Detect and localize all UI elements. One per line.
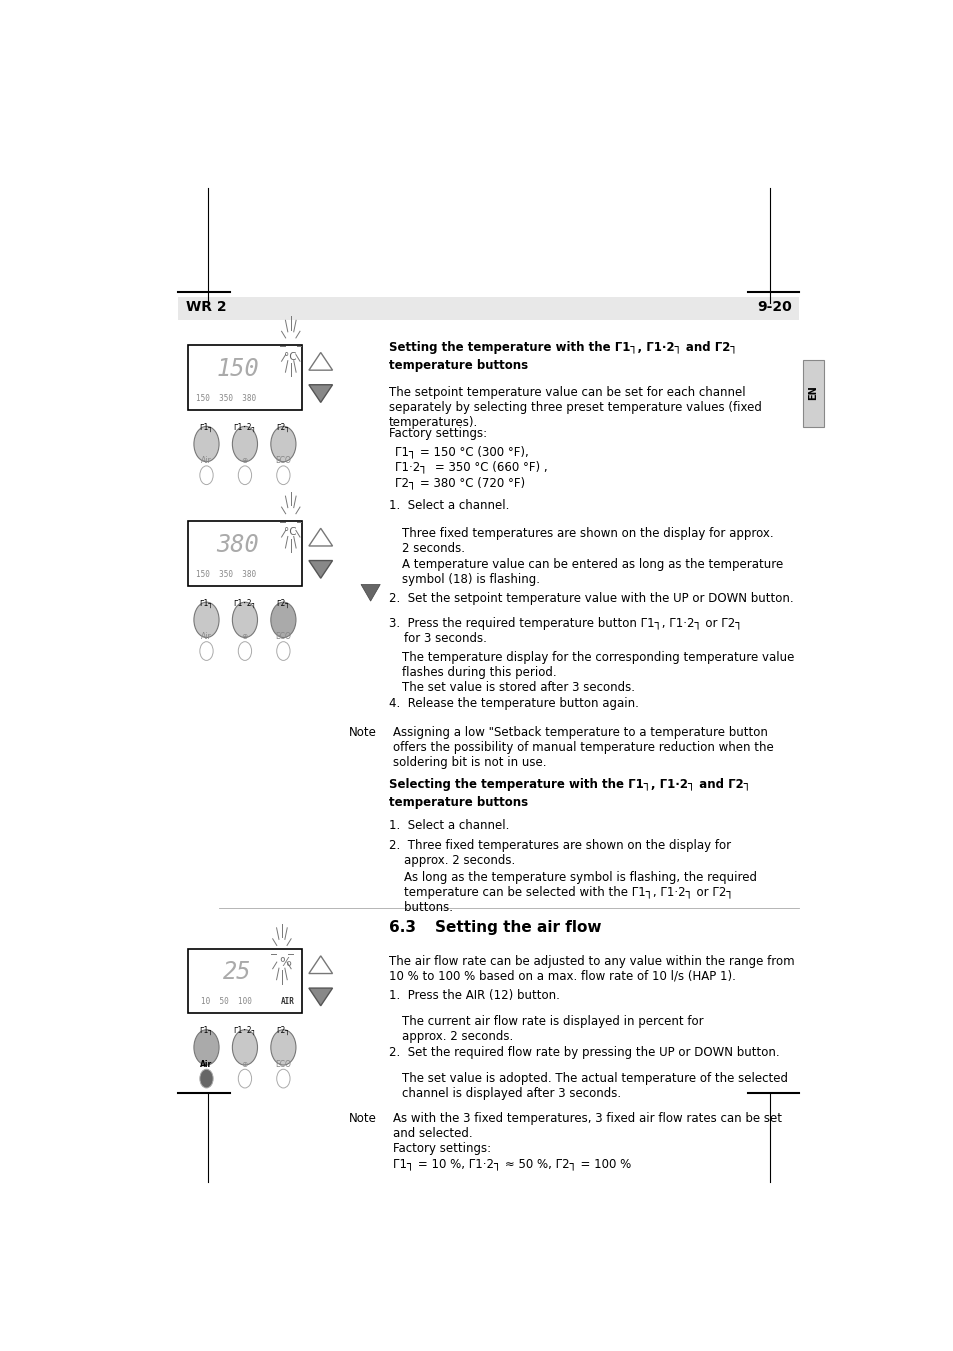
Text: 1.  Select a channel.: 1. Select a channel. — [389, 819, 509, 831]
Polygon shape — [309, 385, 333, 403]
Bar — [188, 521, 302, 585]
Text: Γ1·2┐  = 350 °C (660 °F) ,: Γ1·2┐ = 350 °C (660 °F) , — [395, 461, 547, 474]
Text: 25: 25 — [223, 961, 252, 985]
Text: 150: 150 — [216, 357, 258, 381]
Text: 2.  Three fixed temperatures are shown on the display for
    approx. 2 seconds.: 2. Three fixed temperatures are shown on… — [389, 839, 730, 867]
Text: The temperature display for the corresponding temperature value
flashes during t: The temperature display for the correspo… — [402, 651, 794, 694]
Bar — [188, 948, 302, 1013]
Text: Γ1·2┐: Γ1·2┐ — [233, 1027, 256, 1035]
Text: Selecting the temperature with the Γ1┐, Γ1·2┐ and Γ2┐: Selecting the temperature with the Γ1┐, … — [389, 778, 750, 790]
Text: Setting the air flow: Setting the air flow — [435, 920, 600, 935]
Text: Γ1┐ = 150 °C (300 °F),: Γ1┐ = 150 °C (300 °F), — [395, 444, 528, 458]
Text: Γ1┐: Γ1┐ — [199, 598, 213, 608]
Circle shape — [276, 1069, 290, 1088]
Circle shape — [271, 427, 295, 462]
Text: Note: Note — [348, 1112, 375, 1125]
Text: Γ1┐: Γ1┐ — [199, 1027, 213, 1035]
Text: °C: °C — [284, 351, 296, 362]
Text: Setting the temperature with the Γ1┐, Γ1·2┐ and Γ2┐: Setting the temperature with the Γ1┐, Γ1… — [389, 340, 737, 354]
Text: 150  350  380: 150 350 380 — [196, 393, 256, 403]
Text: temperature buttons: temperature buttons — [389, 796, 528, 809]
Circle shape — [233, 427, 257, 462]
Text: The air flow rate can be adjusted to any value within the range from
10 % to 100: The air flow rate can be adjusted to any… — [389, 955, 794, 982]
Text: 4.  Release the temperature button again.: 4. Release the temperature button again. — [389, 697, 639, 709]
Text: EN: EN — [807, 385, 818, 400]
Text: 2.  Set the required flow rate by pressing the UP or DOWN button.: 2. Set the required flow rate by pressin… — [389, 1047, 779, 1059]
Circle shape — [193, 603, 219, 638]
Polygon shape — [309, 957, 333, 974]
Bar — [178, 297, 799, 320]
Text: ECO: ECO — [275, 457, 291, 465]
Text: Γ1·2┐: Γ1·2┐ — [233, 423, 256, 432]
Circle shape — [238, 1069, 252, 1088]
Circle shape — [276, 642, 290, 661]
Text: The current air flow rate is displayed in percent for
approx. 2 seconds.: The current air flow rate is displayed i… — [402, 1015, 703, 1043]
Bar — [188, 346, 302, 409]
Circle shape — [233, 1029, 257, 1065]
Text: Γ2┐ = 380 °C (720 °F): Γ2┐ = 380 °C (720 °F) — [395, 477, 524, 489]
Text: ECO: ECO — [275, 632, 291, 640]
Polygon shape — [360, 585, 380, 601]
Text: temperature buttons: temperature buttons — [389, 359, 528, 372]
Polygon shape — [309, 988, 333, 1005]
Text: Γ2┐: Γ2┐ — [276, 423, 290, 432]
Text: 380: 380 — [216, 532, 258, 557]
Text: Γ1·2┐: Γ1·2┐ — [233, 598, 256, 608]
Text: Air: Air — [201, 632, 212, 640]
Text: 6.3: 6.3 — [389, 920, 416, 935]
Circle shape — [199, 642, 213, 661]
Circle shape — [199, 466, 213, 485]
Circle shape — [271, 1029, 295, 1065]
Text: 1.  Press the AIR (12) button.: 1. Press the AIR (12) button. — [389, 989, 559, 1002]
Polygon shape — [309, 561, 333, 578]
Text: Γ1┐: Γ1┐ — [199, 423, 213, 432]
Circle shape — [233, 603, 257, 638]
Text: Three fixed temperatures are shown on the display for approx.
2 seconds.: Three fixed temperatures are shown on th… — [402, 527, 773, 555]
Circle shape — [271, 603, 295, 638]
Text: The setpoint temperature value can be set for each channel
separately by selecti: The setpoint temperature value can be se… — [389, 386, 761, 428]
Text: 9-20: 9-20 — [757, 300, 791, 315]
Text: 2.  Set the setpoint temperature value with the UP or DOWN button.: 2. Set the setpoint temperature value wi… — [389, 592, 793, 605]
Text: Note: Note — [348, 725, 375, 739]
Text: ⊕: ⊕ — [241, 457, 248, 465]
Text: %: % — [279, 955, 292, 969]
Text: Air: Air — [200, 1059, 213, 1069]
Circle shape — [199, 1069, 213, 1088]
Text: 3.  Press the required temperature button Γ1┐, Γ1·2┐ or Γ2┐
    for 3 seconds.: 3. Press the required temperature button… — [389, 616, 741, 644]
Text: Assigning a low "Setback temperature to a temperature button
offers the possibil: Assigning a low "Setback temperature to … — [393, 725, 773, 769]
Text: The set value is adopted. The actual temperature of the selected
channel is disp: The set value is adopted. The actual tem… — [402, 1073, 787, 1100]
Text: ⊕: ⊕ — [241, 632, 248, 640]
Text: 1.  Select a channel.: 1. Select a channel. — [389, 499, 509, 512]
Text: Γ2┐: Γ2┐ — [276, 598, 290, 608]
Text: 10  50  100: 10 50 100 — [201, 997, 252, 1006]
Bar — [802, 359, 823, 427]
Text: 150  350  380: 150 350 380 — [196, 570, 256, 578]
Text: As with the 3 fixed temperatures, 3 fixed air flow rates can be set
and selected: As with the 3 fixed temperatures, 3 fixe… — [393, 1112, 781, 1170]
Polygon shape — [309, 353, 333, 370]
Text: ECO: ECO — [275, 1059, 291, 1069]
Text: A temperature value can be entered as long as the temperature
symbol (18) is fla: A temperature value can be entered as lo… — [402, 558, 782, 586]
Text: WR 2: WR 2 — [186, 300, 226, 315]
Text: AIR: AIR — [280, 997, 294, 1006]
Circle shape — [238, 642, 252, 661]
Circle shape — [193, 1029, 219, 1065]
Text: ⊕: ⊕ — [241, 1059, 248, 1069]
Text: Air: Air — [201, 457, 212, 465]
Circle shape — [276, 466, 290, 485]
Circle shape — [193, 427, 219, 462]
Text: As long as the temperature symbol is flashing, the required
    temperature can : As long as the temperature symbol is fla… — [389, 870, 757, 913]
Text: °C: °C — [284, 527, 296, 538]
Circle shape — [238, 466, 252, 485]
Text: Γ2┐: Γ2┐ — [276, 1027, 290, 1035]
Text: Factory settings:: Factory settings: — [389, 427, 487, 440]
Polygon shape — [309, 528, 333, 546]
